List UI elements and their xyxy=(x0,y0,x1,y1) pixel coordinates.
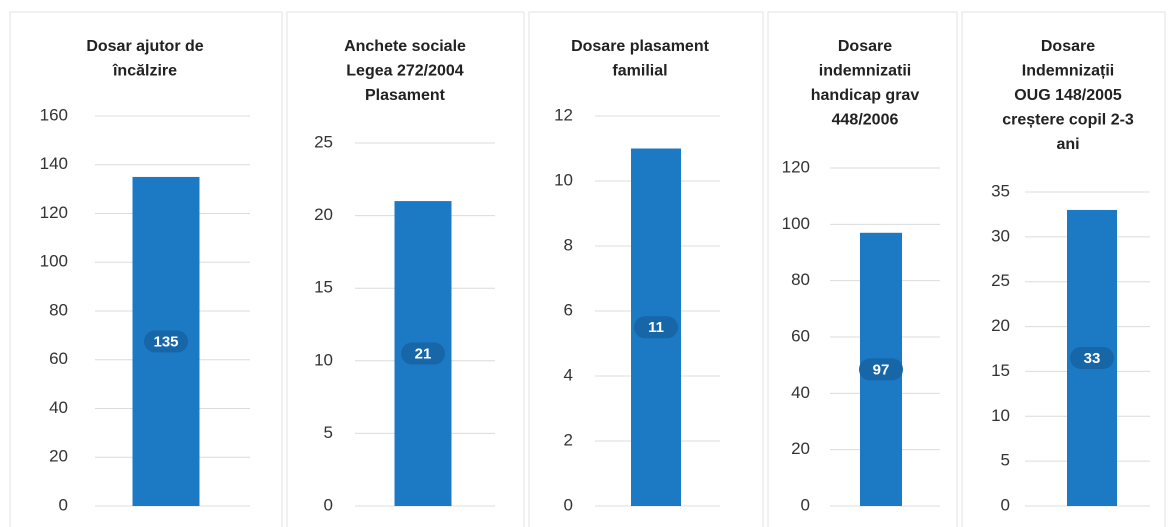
y-tick-label: 80 xyxy=(49,300,68,319)
y-tick-label: 40 xyxy=(791,383,810,402)
y-tick-label: 15 xyxy=(991,361,1010,380)
value-label-bg xyxy=(401,342,445,365)
y-tick-label: 4 xyxy=(564,365,573,384)
value-label-bg xyxy=(859,358,903,381)
chart-title: familial xyxy=(612,63,667,80)
value-label-bg xyxy=(634,316,678,339)
y-tick-label: 2 xyxy=(564,430,573,449)
y-tick-label: 0 xyxy=(324,495,333,514)
chart-title: Legea 272/2004 xyxy=(346,63,464,80)
panel xyxy=(286,11,525,527)
y-tick-label: 10 xyxy=(554,170,573,189)
y-tick-label: 160 xyxy=(40,105,68,124)
chart-title: Dosare xyxy=(838,38,892,55)
chart-title: creștere copil 2-3 xyxy=(1002,112,1134,129)
y-tick-label: 15 xyxy=(314,278,333,297)
y-tick-label: 0 xyxy=(801,495,810,514)
y-tick-label: 5 xyxy=(1001,451,1010,470)
chart-title: OUG 148/2005 xyxy=(1014,87,1122,104)
y-tick-label: 25 xyxy=(314,132,333,151)
y-tick-label: 20 xyxy=(49,447,68,466)
y-tick-label: 6 xyxy=(564,300,573,319)
chart-title: 448/2006 xyxy=(832,112,899,129)
y-tick-label: 120 xyxy=(40,203,68,222)
chart-title: indemnizatii xyxy=(819,63,911,80)
panel xyxy=(961,11,1166,527)
y-tick-label: 40 xyxy=(49,398,68,417)
y-tick-label: 20 xyxy=(991,316,1010,335)
value-label: 21 xyxy=(415,346,432,363)
y-tick-label: 60 xyxy=(791,326,810,345)
y-tick-label: 140 xyxy=(40,154,68,173)
y-tick-label: 10 xyxy=(314,350,333,369)
chart-title: Dosar ajutor de xyxy=(86,38,203,55)
value-label-bg xyxy=(144,330,188,353)
panel xyxy=(9,11,283,527)
y-tick-label: 80 xyxy=(791,270,810,289)
y-tick-label: 5 xyxy=(324,423,333,442)
y-tick-label: 20 xyxy=(314,205,333,224)
y-tick-label: 120 xyxy=(782,157,810,176)
y-tick-label: 100 xyxy=(40,252,68,271)
y-tick-label: 30 xyxy=(991,226,1010,245)
y-tick-label: 100 xyxy=(782,214,810,233)
chart-title: Dosare xyxy=(1041,38,1095,55)
chart-title: încălzire xyxy=(112,63,177,80)
y-tick-label: 10 xyxy=(991,406,1010,425)
value-label: 11 xyxy=(648,319,664,336)
value-label-bg xyxy=(1070,346,1114,369)
y-tick-label: 12 xyxy=(554,105,573,124)
chart-title: ani xyxy=(1056,136,1079,153)
y-tick-label: 60 xyxy=(49,349,68,368)
chart-title: Indemnizații xyxy=(1022,63,1114,80)
y-tick-label: 25 xyxy=(991,271,1010,290)
value-label: 135 xyxy=(153,333,178,350)
chart-title: handicap grav xyxy=(811,87,920,104)
chart-title: Anchete sociale xyxy=(344,38,466,55)
chart-title: Dosare plasament xyxy=(571,38,710,55)
y-tick-label: 8 xyxy=(564,235,573,254)
y-tick-label: 20 xyxy=(791,439,810,458)
y-tick-label: 0 xyxy=(564,495,573,514)
y-tick-label: 0 xyxy=(59,495,68,514)
panel xyxy=(767,11,958,527)
y-tick-label: 35 xyxy=(991,181,1010,200)
chart-title: Plasament xyxy=(365,87,446,104)
value-label: 97 xyxy=(873,361,890,378)
value-label: 33 xyxy=(1084,350,1101,367)
y-tick-label: 0 xyxy=(1001,495,1010,514)
panel xyxy=(528,11,764,527)
